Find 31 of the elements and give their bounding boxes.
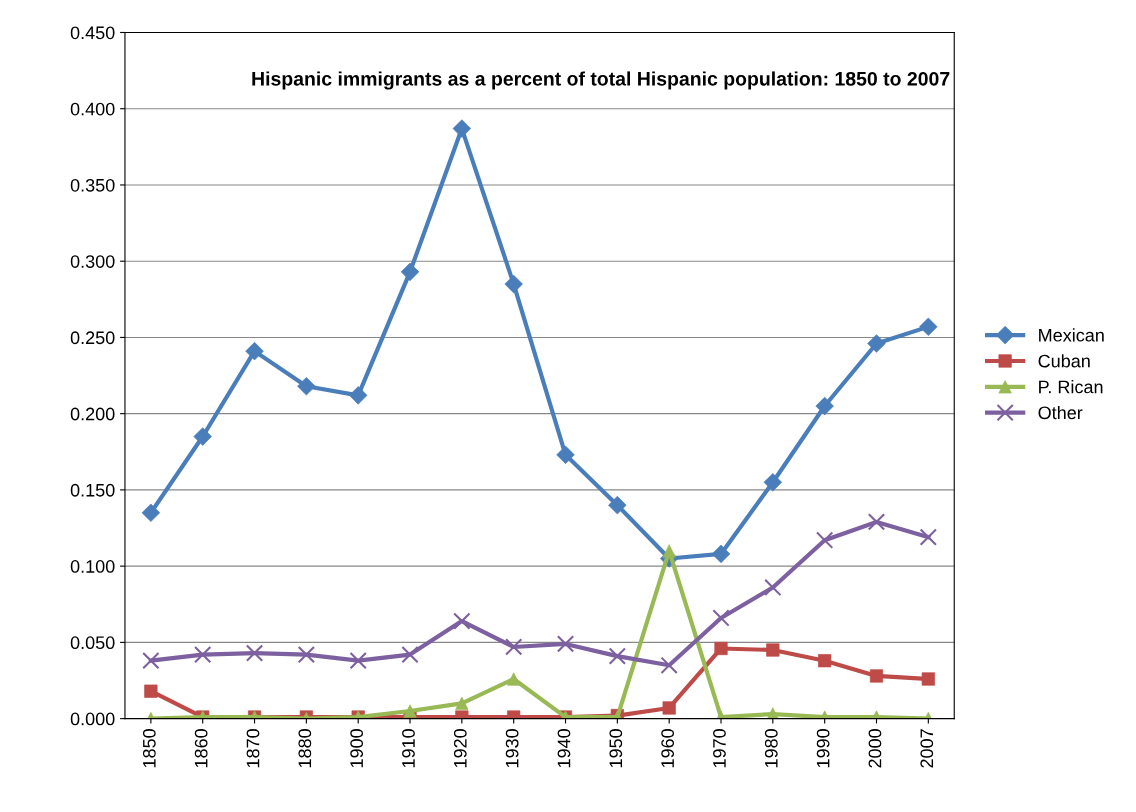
- x-tick-label: 1860: [194, 729, 208, 768]
- x-tick-label: 1990: [816, 729, 830, 768]
- y-tick-label: 0.400: [70, 102, 115, 116]
- x-tick-label: 1950: [609, 729, 623, 768]
- y-tick-label: 0.200: [70, 407, 115, 421]
- x-tick-label: 1940: [557, 729, 571, 768]
- y-tick-label: 0.450: [70, 26, 115, 40]
- y-tick-label: 0.050: [70, 636, 115, 650]
- y-tick-label: 0.100: [70, 560, 115, 573]
- x-tick-label: 1870: [246, 729, 260, 768]
- x-tick-label: 1910: [402, 729, 415, 768]
- y-tick-label: 0.350: [70, 178, 115, 192]
- text: Hispanic immigrants as a percent of total Hispanic population: 1850 to 2007: [252, 71, 950, 90]
- y-tick-label: 0.300: [70, 255, 115, 268]
- legend-label: Mexican: [1039, 328, 1104, 342]
- x-tick-label: 2007: [920, 729, 934, 768]
- x-tick-label: 1880: [298, 729, 312, 768]
- x-tick-label: 1960: [661, 729, 675, 768]
- legend-label: Other: [1038, 405, 1083, 420]
- legend-label: Cuban: [1038, 354, 1090, 368]
- x-tick-label: 1970: [713, 729, 726, 768]
- y-tick-label: 0.000: [70, 712, 115, 726]
- x-tick-label: 1850: [142, 729, 156, 768]
- x-tick-label: 2000: [868, 729, 882, 768]
- x-tick-label: 1900: [350, 729, 364, 768]
- y-tick-label: 0.250: [70, 331, 115, 345]
- x-tick-label: 1980: [764, 729, 778, 768]
- x-tick-label: 1930: [505, 729, 519, 768]
- x-tick-label: 1920: [453, 729, 467, 768]
- legend-label: P. Rican: [1039, 380, 1103, 394]
- y-tick-label: 0.150: [70, 483, 115, 497]
